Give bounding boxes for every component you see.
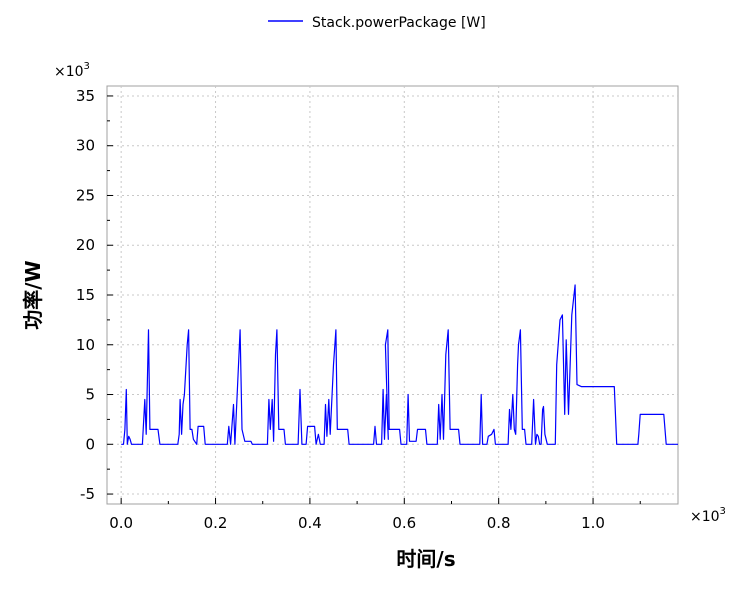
y-tick-label: 30 xyxy=(76,137,95,155)
y-multiplier: ×103 xyxy=(54,61,90,80)
x-tick-label: 0.6 xyxy=(392,514,416,532)
y-tick-label: 0 xyxy=(85,435,95,453)
y-tick-label: 15 xyxy=(76,286,95,304)
y-tick-label: 20 xyxy=(76,236,95,254)
grid xyxy=(107,86,678,504)
y-tick-label: 5 xyxy=(85,386,95,404)
y-tick-label: 10 xyxy=(76,336,95,354)
x-multiplier: ×103 xyxy=(690,506,726,525)
y-tick-label: -5 xyxy=(80,485,95,503)
x-tick-label: 1.0 xyxy=(581,514,605,532)
y-axis-ticks: -5 0 5 10 15 20 25 30 35 xyxy=(76,87,113,503)
legend-label: Stack.powerPackage [W] xyxy=(312,15,486,31)
series-group xyxy=(121,284,678,445)
x-tick-label: 0.2 xyxy=(204,514,228,532)
y-tick-label: 25 xyxy=(76,186,95,204)
x-tick-label: 0.0 xyxy=(109,514,133,532)
x-tick-label: 0.8 xyxy=(487,514,511,532)
y-axis-title: 功率/W xyxy=(21,260,45,329)
y-tick-label: 35 xyxy=(76,87,95,105)
x-tick-label: 0.4 xyxy=(298,514,322,532)
x-axis-ticks: 0.0 0.2 0.4 0.6 0.8 1.0 xyxy=(109,498,641,532)
x-axis-title: 时间/s xyxy=(396,547,455,571)
series-line xyxy=(121,284,678,445)
